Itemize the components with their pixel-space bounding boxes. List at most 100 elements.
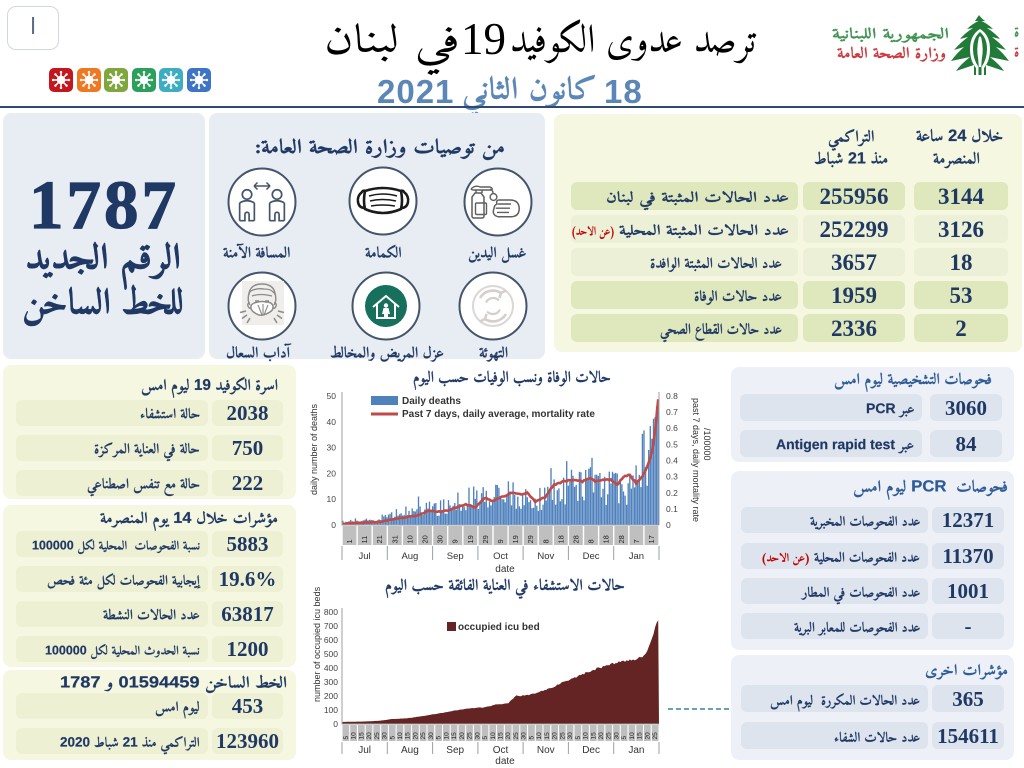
svg-text:past 7 days, daily mortality r: past 7 days, daily mortality rate — [691, 398, 701, 522]
svg-text:Aug: Aug — [401, 551, 418, 562]
svg-text:Dec: Dec — [583, 551, 600, 562]
svg-text:Nov: Nov — [537, 745, 555, 756]
svg-text:10: 10 — [629, 732, 636, 740]
svg-text:15: 15 — [358, 732, 365, 740]
svg-text:9: 9 — [451, 539, 460, 543]
svg-text:5: 5 — [343, 736, 350, 740]
svg-text:7: 7 — [632, 539, 641, 543]
svg-text:Sep: Sep — [447, 551, 464, 562]
svg-text:Nov: Nov — [537, 551, 554, 562]
svg-text:Oct: Oct — [493, 551, 508, 562]
svg-text:15: 15 — [544, 732, 551, 740]
svg-text:28: 28 — [617, 535, 626, 543]
svg-text:30: 30 — [567, 732, 574, 740]
svg-text:30: 30 — [428, 732, 435, 740]
svg-text:10: 10 — [490, 732, 497, 740]
svg-text:700: 700 — [324, 621, 338, 631]
svg-text:0: 0 — [333, 719, 338, 729]
svg-text:20: 20 — [598, 732, 605, 740]
svg-text:0.5: 0.5 — [666, 439, 678, 449]
svg-text:200: 200 — [324, 691, 338, 701]
svg-text:30: 30 — [436, 535, 445, 543]
svg-text:20: 20 — [459, 732, 466, 740]
svg-text:8: 8 — [541, 539, 550, 543]
svg-text:25: 25 — [513, 732, 520, 740]
svg-text:10: 10 — [405, 535, 414, 543]
svg-text:15: 15 — [405, 732, 412, 740]
svg-text:Jul: Jul — [359, 551, 371, 562]
svg-text:date: date — [495, 756, 515, 767]
svg-text:11: 11 — [360, 536, 369, 544]
svg-text:daily number of deaths: daily number of deaths — [309, 403, 319, 495]
svg-text:15: 15 — [451, 732, 458, 740]
svg-text:15: 15 — [590, 732, 597, 740]
svg-text:5: 5 — [436, 736, 443, 740]
svg-text:18: 18 — [602, 535, 611, 543]
svg-text:Dec: Dec — [582, 745, 600, 756]
svg-text:50: 50 — [327, 391, 337, 401]
svg-text:5: 5 — [621, 736, 628, 740]
svg-text:30: 30 — [327, 443, 337, 453]
svg-text:10: 10 — [536, 732, 543, 740]
svg-text:number of occupied icu beds: number of occupied icu beds — [312, 586, 322, 702]
svg-text:/100000: /100000 — [702, 428, 712, 461]
svg-text:0.4: 0.4 — [666, 456, 678, 466]
svg-text:600: 600 — [324, 635, 338, 645]
svg-text:30: 30 — [474, 732, 481, 740]
svg-text:25: 25 — [606, 732, 613, 740]
svg-text:0.2: 0.2 — [666, 488, 678, 498]
svg-text:30: 30 — [521, 732, 528, 740]
svg-text:9: 9 — [496, 539, 505, 543]
svg-text:20: 20 — [327, 468, 337, 478]
svg-text:25: 25 — [652, 732, 659, 740]
svg-text:Sep: Sep — [446, 745, 464, 756]
svg-text:10: 10 — [397, 732, 404, 740]
svg-text:17: 17 — [647, 535, 656, 543]
svg-text:400: 400 — [324, 663, 338, 673]
svg-text:20: 20 — [552, 732, 559, 740]
svg-text:500: 500 — [324, 649, 338, 659]
svg-text:40: 40 — [327, 417, 337, 427]
svg-text:28: 28 — [572, 535, 581, 543]
svg-text:25: 25 — [467, 732, 474, 740]
svg-text:30: 30 — [382, 732, 389, 740]
svg-text:25: 25 — [374, 732, 381, 740]
svg-text:occupied icu bed: occupied icu bed — [458, 622, 540, 633]
svg-text:31: 31 — [390, 535, 399, 543]
svg-text:20: 20 — [366, 732, 373, 740]
svg-text:29: 29 — [481, 535, 490, 543]
svg-text:25: 25 — [420, 732, 427, 740]
svg-text:1: 1 — [345, 539, 354, 543]
svg-text:10: 10 — [583, 732, 590, 740]
svg-text:29: 29 — [526, 535, 535, 543]
svg-text:Jan: Jan — [629, 551, 644, 562]
svg-text:0: 0 — [331, 520, 336, 530]
svg-text:20: 20 — [421, 535, 430, 543]
svg-text:Past 7 days, daily average, mo: Past 7 days, daily average, mortality ra… — [402, 409, 595, 420]
svg-text:300: 300 — [324, 677, 338, 687]
svg-text:Jan: Jan — [628, 745, 644, 756]
svg-text:19: 19 — [511, 535, 520, 543]
svg-text:5: 5 — [575, 736, 582, 740]
svg-text:100: 100 — [324, 705, 338, 715]
svg-text:Oct: Oct — [493, 745, 509, 756]
svg-text:20: 20 — [505, 732, 512, 740]
svg-text:20: 20 — [644, 732, 651, 740]
svg-text:10: 10 — [443, 732, 450, 740]
svg-text:25: 25 — [559, 732, 566, 740]
svg-text:0.8: 0.8 — [666, 391, 678, 401]
svg-text:8: 8 — [587, 539, 596, 543]
svg-text:800: 800 — [324, 607, 338, 617]
svg-text:0.7: 0.7 — [666, 407, 678, 417]
svg-text:0: 0 — [666, 520, 671, 530]
svg-text:30: 30 — [614, 732, 621, 740]
svg-text:Daily deaths: Daily deaths — [402, 396, 461, 407]
svg-text:Aug: Aug — [401, 745, 419, 756]
svg-text:0.6: 0.6 — [666, 423, 678, 433]
svg-text:10: 10 — [351, 732, 358, 740]
svg-text:date: date — [495, 564, 515, 575]
svg-text:15: 15 — [498, 732, 505, 740]
svg-text:5: 5 — [482, 736, 489, 740]
svg-text:Jul: Jul — [358, 745, 371, 756]
svg-text:5: 5 — [389, 736, 396, 740]
